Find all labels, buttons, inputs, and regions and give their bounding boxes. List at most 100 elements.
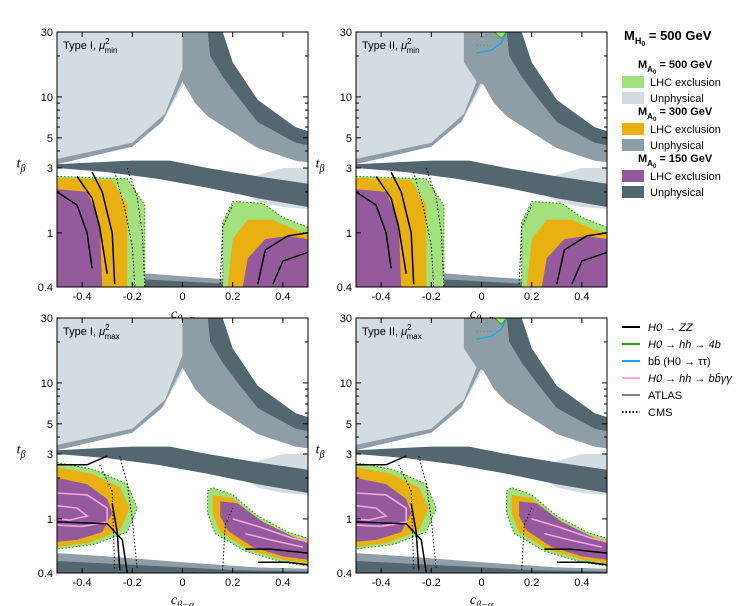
zz-atlas-line-left-1 — [76, 175, 108, 274]
zz-atlas-line-right-0 — [544, 548, 607, 554]
legend-swatch-unphysical — [622, 92, 644, 104]
panel-title: Type II, μ2 min — [362, 37, 420, 55]
unphysical-300-strip — [463, 32, 507, 87]
legend-group-heading: MA0 = 500 GeV — [638, 59, 713, 76]
zz-atlas-line-right-1 — [556, 561, 607, 566]
unphysical-300-region — [57, 318, 308, 451]
bb-tautau-line — [476, 32, 508, 54]
y-tick-label: 3 — [346, 449, 352, 461]
unphysical-150-region — [207, 318, 308, 432]
x-tick-label: 0.4 — [574, 577, 589, 589]
zz-cms-line-left-1 — [425, 167, 445, 287]
panel-type2-max: -0.4 -0.2 0 0.2 0.4 0.4 1 3 5 10 30 Type II, μ2 max c… — [316, 313, 608, 606]
unphysical-150-band — [356, 160, 607, 207]
zz-cms-line-left-0 — [413, 171, 435, 287]
x-tick-label: -0.2 — [422, 291, 441, 303]
zz-cms-line-left-1 — [99, 464, 116, 571]
y-tick-label: 5 — [47, 419, 53, 431]
legend-label-exclusion: LHC exclusion — [650, 77, 721, 89]
hh-4b-region — [493, 318, 508, 325]
x-tick-label: 0.2 — [524, 577, 539, 589]
legend-swatch-unphysical — [622, 186, 644, 198]
panel-title: Type I, μ2 min — [63, 37, 117, 55]
legend-label-unphysical: Unphysical — [650, 140, 704, 152]
y-tick-label: 10 — [41, 92, 53, 104]
y-axis-label: tβ — [316, 443, 325, 461]
y-tick-label: 30 — [41, 313, 53, 325]
legend-swatch-unphysical — [622, 139, 644, 151]
zz-cms-line-left-0 — [119, 455, 138, 571]
y-tick-label: 10 — [340, 378, 352, 390]
bbgg-line-right-0 — [232, 518, 308, 543]
plot-area — [57, 318, 308, 573]
legend-line-label: bb̄ (H0 → ττ) — [648, 355, 710, 368]
unphysical-150-region — [207, 32, 308, 146]
bbgg-line-right-1 — [245, 532, 304, 548]
x-tick-label: 0.2 — [225, 577, 240, 589]
y-tick-label: 3 — [47, 163, 53, 175]
lhc-exclusion-150-right — [541, 235, 607, 287]
x-tick-label: 0.4 — [574, 291, 589, 303]
y-tick-label: 3 — [346, 163, 352, 175]
zz-cms-line-left-1 — [398, 464, 415, 571]
zz-cms-line-right-0 — [518, 204, 533, 285]
legend-group-heading: MA0 = 150 GeV — [638, 153, 713, 170]
y-tick-label: 3 — [47, 449, 53, 461]
legend-main-title: MH0 = 500 GeV — [624, 28, 712, 48]
x-tick-label: 0.4 — [275, 577, 290, 589]
x-tick-label: 0.4 — [275, 291, 290, 303]
zz-atlas-line-left-0 — [356, 455, 407, 466]
zz-atlas-line-right-0 — [257, 232, 308, 285]
y-axis-label: tβ — [17, 443, 26, 461]
zz-atlas-line-left-2 — [410, 503, 420, 571]
y-tick-label: 30 — [340, 313, 352, 325]
zz-atlas-line-left-1 — [57, 521, 129, 573]
panel-title: Type I, μ2 max — [63, 323, 120, 341]
legend-swatch-exclusion — [622, 76, 644, 88]
legend-line-label: H0 → ZZ — [648, 322, 694, 334]
legend-label-unphysical: Unphysical — [650, 93, 704, 105]
bbgg-line-right-1 — [544, 532, 603, 548]
x-tick-label: 0.2 — [225, 291, 240, 303]
zz-cms-line-left-0 — [418, 455, 437, 571]
unphysical-500-region — [57, 32, 208, 163]
y-tick-label: 10 — [41, 378, 53, 390]
zz-atlas-line-left-2 — [111, 503, 121, 571]
x-tick-label: 0 — [179, 291, 185, 303]
plot-area — [57, 32, 308, 287]
unphysical-300-region — [57, 32, 308, 165]
zz-cms-line-left-0 — [114, 171, 136, 287]
y-tick-label: 1 — [346, 228, 352, 240]
legend-line-label: ATLAS — [648, 390, 682, 402]
legend-swatch-exclusion — [622, 123, 644, 135]
bbgg-line-left-1 — [57, 504, 89, 521]
bbgg-line-right-0 — [531, 518, 607, 543]
panel-title: Type II, μ2 max — [362, 323, 422, 341]
unphysical-150-band — [57, 446, 308, 493]
lhc-exclusion-150-right — [242, 235, 308, 287]
panel-type1-max: -0.4 -0.2 0 0.2 0.4 0.4 1 3 5 10 30 Type I, μ2 max cβ… — [17, 313, 309, 606]
zz-atlas-line-right-0 — [245, 548, 308, 554]
y-axis-label: tβ — [17, 157, 26, 175]
x-tick-label: 0 — [478, 577, 484, 589]
x-tick-label: -0.2 — [123, 577, 142, 589]
zz-atlas-line-right-1 — [272, 251, 308, 285]
y-tick-label: 0.4 — [337, 568, 352, 580]
zz-atlas-line-left-0 — [57, 455, 108, 466]
y-tick-label: 5 — [47, 133, 53, 145]
unphysical-500-region — [57, 318, 208, 449]
y-tick-label: 0.4 — [38, 282, 53, 294]
y-tick-label: 1 — [47, 228, 53, 240]
legend-label-exclusion: LHC exclusion — [650, 171, 721, 183]
x-axis-label: cβ−α — [171, 593, 195, 606]
plot-area — [356, 32, 607, 287]
plot-area — [356, 318, 607, 573]
zz-cms-line-right-0 — [521, 507, 533, 571]
zz-atlas-line-left-0 — [356, 191, 392, 269]
legend-line-label: CMS — [648, 407, 672, 419]
unphysical-150-region — [506, 318, 607, 432]
lhc-exclusion-150-right — [519, 501, 607, 560]
y-tick-label: 0.4 — [337, 282, 352, 294]
